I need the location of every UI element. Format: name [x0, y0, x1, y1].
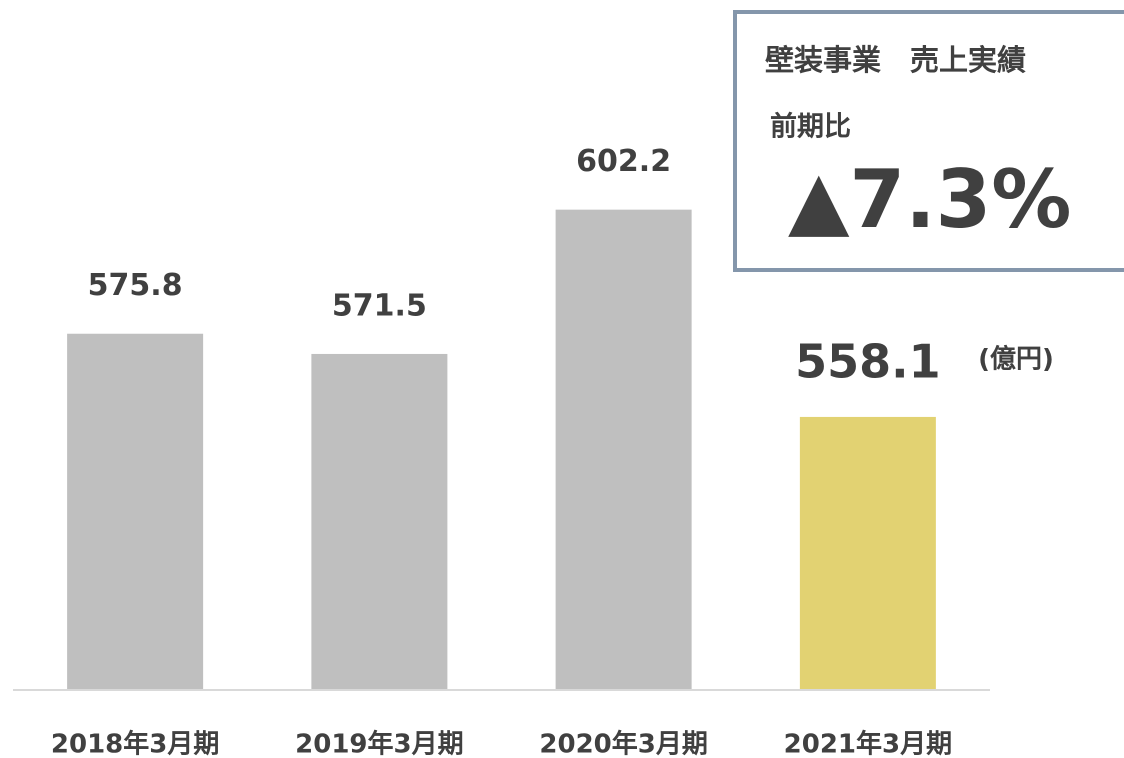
bar	[799, 416, 936, 690]
unit-label: (億円)	[978, 345, 1054, 375]
value-label: 575.8	[88, 268, 183, 303]
annotation-title: 壁装事業 売上実績	[765, 43, 1026, 77]
annotation-label: 前期比	[770, 111, 851, 143]
x-tick-label: 2020年3月期	[539, 729, 707, 758]
value-label: 558.1	[795, 334, 941, 388]
annotation-box	[733, 10, 1124, 272]
value-label: 602.2	[576, 144, 671, 179]
x-tick-label: 2018年3月期	[51, 729, 219, 758]
x-tick-label: 2019年3月期	[295, 729, 463, 758]
x-tick-label: 2021年3月期	[784, 729, 952, 758]
annotation-value: ▲7.3%	[788, 153, 1071, 246]
bar	[311, 353, 448, 690]
value-label: 571.5	[332, 288, 427, 323]
bar	[67, 333, 204, 690]
bar	[555, 209, 692, 690]
